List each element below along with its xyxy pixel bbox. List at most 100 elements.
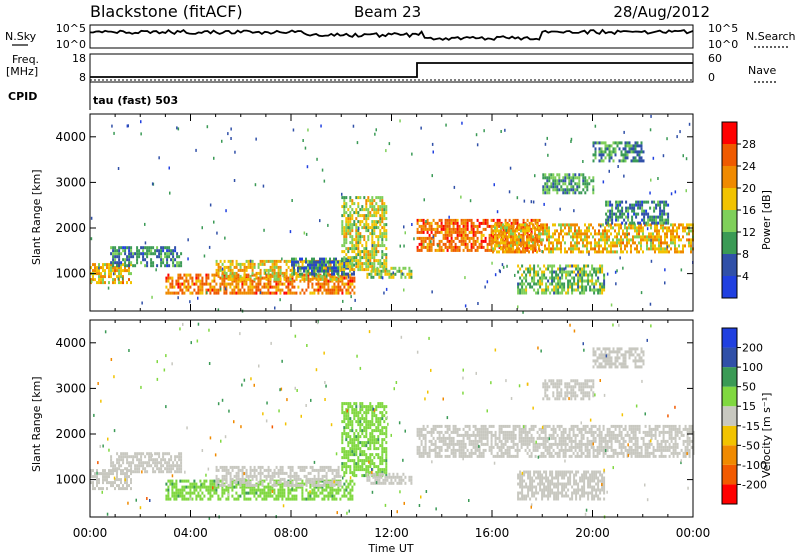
data-cell <box>620 241 622 245</box>
data-cell <box>168 249 171 253</box>
data-cell <box>615 206 618 210</box>
data-cell <box>624 244 626 248</box>
data-cell <box>327 468 330 472</box>
data-cell <box>371 238 374 242</box>
data-cell <box>114 255 117 259</box>
data-cell <box>521 273 524 277</box>
data-cell <box>160 249 163 253</box>
nave-label: Nave <box>748 64 776 77</box>
data-cell <box>359 450 362 454</box>
data-cell <box>365 259 368 263</box>
data-cell <box>542 185 545 189</box>
data-cell <box>626 244 628 248</box>
data-cell <box>134 467 137 471</box>
data-cell <box>420 236 423 240</box>
data-cell <box>327 482 330 486</box>
data-cell <box>209 485 212 489</box>
data-cell <box>359 238 362 242</box>
data-cell <box>371 408 374 412</box>
data-cell <box>361 441 364 445</box>
data-cell <box>233 277 236 281</box>
data-cell <box>426 245 429 249</box>
scatter-cell <box>499 270 501 274</box>
data-cell <box>558 179 561 183</box>
data-cell <box>578 182 581 186</box>
scatter-cell <box>431 290 433 294</box>
data-cell <box>241 491 244 495</box>
data-cell <box>379 220 382 224</box>
data-cell <box>564 191 567 195</box>
data-cell <box>152 467 155 471</box>
scatter-cell <box>614 270 617 274</box>
data-cell <box>331 485 334 489</box>
data-cell <box>349 268 352 272</box>
scatter-cell <box>404 231 406 235</box>
data-cell <box>309 266 311 270</box>
data-cell <box>525 279 528 283</box>
data-cell <box>355 196 358 200</box>
data-cell <box>659 200 662 204</box>
data-cell <box>337 468 340 472</box>
data-cell <box>273 474 276 478</box>
data-cell <box>114 278 116 282</box>
data-cell <box>365 441 368 445</box>
data-cell <box>311 266 313 270</box>
data-cell <box>557 288 560 292</box>
data-cell <box>235 291 238 295</box>
data-cell <box>191 291 194 295</box>
data-cell <box>201 485 204 489</box>
data-cell <box>150 252 153 256</box>
data-cell <box>371 232 374 236</box>
data-cell <box>309 291 312 295</box>
data-cell <box>175 497 178 501</box>
data-cell <box>521 279 524 283</box>
data-cell <box>130 272 132 276</box>
data-cell <box>601 291 604 295</box>
data-cell <box>339 277 342 281</box>
data-cell <box>225 282 228 286</box>
data-cell <box>283 488 286 492</box>
data-cell <box>265 497 268 501</box>
scatter-cell <box>477 302 479 305</box>
data-cell <box>349 291 352 295</box>
data-cell <box>193 488 196 492</box>
data-cell <box>166 470 169 474</box>
data-cell <box>307 276 310 280</box>
data-cell <box>530 221 533 225</box>
data-cell <box>552 235 554 239</box>
data-cell <box>589 288 592 292</box>
data-cell <box>249 277 252 281</box>
data-cell <box>544 176 547 180</box>
data-cell <box>482 245 485 249</box>
data-cell <box>311 272 313 276</box>
scatter-cell <box>650 259 653 263</box>
data-cell <box>385 211 388 215</box>
data-cell <box>227 491 230 495</box>
scatter-cell <box>670 192 673 196</box>
data-cell <box>496 233 499 237</box>
data-cell <box>189 276 192 280</box>
data-cell <box>289 277 292 281</box>
data-cell <box>359 223 362 227</box>
data-cell <box>357 438 360 442</box>
data-cell <box>607 218 610 222</box>
data-cell <box>175 485 178 489</box>
data-cell <box>529 264 532 268</box>
scatter-cell <box>225 209 227 213</box>
data-cell <box>365 408 368 412</box>
data-cell <box>494 238 496 242</box>
scatter-cell <box>464 304 467 308</box>
data-cell <box>329 483 332 487</box>
data-cell <box>321 479 324 483</box>
data-cell <box>285 268 288 272</box>
data-cell <box>555 288 558 292</box>
data-cell <box>301 277 304 281</box>
data-cell <box>323 272 325 276</box>
data-cell <box>179 491 182 495</box>
data-cell <box>317 488 320 492</box>
data-cell <box>351 259 354 263</box>
data-cell <box>578 191 581 195</box>
data-cell <box>599 270 602 274</box>
data-cell <box>426 248 429 252</box>
data-cell <box>343 205 346 209</box>
